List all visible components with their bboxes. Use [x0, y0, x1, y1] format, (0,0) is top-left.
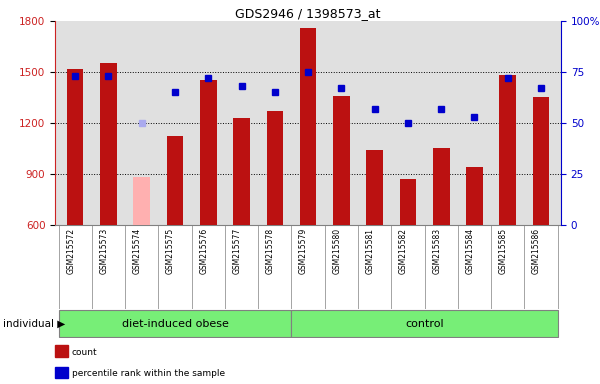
- Bar: [533, 98, 550, 225]
- Text: GSM215583: GSM215583: [432, 228, 441, 274]
- Text: GSM215580: GSM215580: [332, 228, 341, 274]
- Text: control: control: [405, 318, 444, 329]
- Text: GSM215572: GSM215572: [66, 228, 75, 274]
- Bar: [300, 28, 316, 225]
- Text: diet-induced obese: diet-induced obese: [122, 318, 229, 329]
- Bar: [292, 310, 557, 338]
- Text: individual ▶: individual ▶: [3, 318, 65, 329]
- Text: GSM215573: GSM215573: [100, 228, 109, 274]
- Text: count: count: [72, 348, 98, 357]
- Bar: [367, 150, 383, 225]
- Text: GSM215578: GSM215578: [266, 228, 275, 274]
- Bar: [266, 111, 283, 225]
- Title: GDS2946 / 1398573_at: GDS2946 / 1398573_at: [235, 7, 381, 20]
- Bar: [499, 75, 516, 225]
- Bar: [67, 69, 83, 225]
- Bar: [133, 177, 150, 225]
- Text: GSM215585: GSM215585: [499, 228, 508, 274]
- Text: GSM215579: GSM215579: [299, 228, 308, 274]
- Bar: [233, 118, 250, 225]
- Bar: [333, 96, 350, 225]
- Text: GSM215582: GSM215582: [399, 228, 408, 274]
- Text: GSM215577: GSM215577: [233, 228, 242, 274]
- Text: GSM215574: GSM215574: [133, 228, 142, 274]
- Text: GSM215576: GSM215576: [199, 228, 208, 274]
- Bar: [400, 179, 416, 225]
- Bar: [100, 63, 117, 225]
- Bar: [200, 81, 217, 225]
- Text: GSM215581: GSM215581: [365, 228, 374, 274]
- Text: GSM215586: GSM215586: [532, 228, 541, 274]
- Text: percentile rank within the sample: percentile rank within the sample: [72, 369, 225, 378]
- Text: GSM215575: GSM215575: [166, 228, 175, 274]
- Bar: [466, 167, 483, 225]
- Bar: [59, 310, 292, 338]
- Bar: [433, 148, 449, 225]
- Bar: [167, 136, 184, 225]
- Text: GSM215584: GSM215584: [466, 228, 475, 274]
